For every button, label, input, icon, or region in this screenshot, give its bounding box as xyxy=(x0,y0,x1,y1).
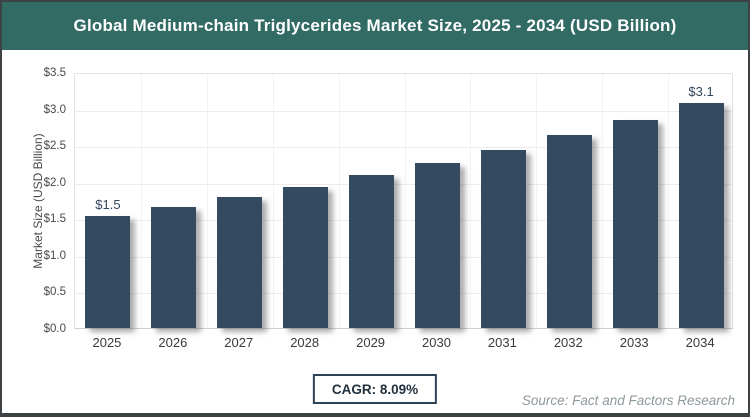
bar-2029 xyxy=(349,175,395,328)
chart-title: Global Medium-chain Triglycerides Market… xyxy=(73,16,677,35)
bar-2030 xyxy=(414,162,460,328)
vertical-gridline xyxy=(206,74,208,328)
vertical-gridline xyxy=(404,74,406,328)
y-tick-label: $3.0 xyxy=(43,103,66,116)
horizontal-gridline xyxy=(75,220,732,222)
x-tick-label: 2028 xyxy=(290,335,320,350)
x-tick-label: 2026 xyxy=(158,335,188,350)
x-tick-label: 2033 xyxy=(619,335,649,350)
vertical-gridline xyxy=(602,74,604,328)
bar-2027 xyxy=(217,197,263,328)
bar-2033 xyxy=(612,119,658,328)
cagr-badge: CAGR: 8.09% xyxy=(312,374,438,404)
x-tick-label: 2029 xyxy=(356,335,386,350)
bar-2031 xyxy=(480,149,526,328)
bar-value-label: $3.1 xyxy=(688,83,714,99)
x-tick-label: 2030 xyxy=(422,335,451,350)
y-tick-label: $2.0 xyxy=(43,176,66,189)
vertical-gridline xyxy=(272,74,274,328)
x-tick-label: 2027 xyxy=(224,335,254,350)
horizontal-gridline xyxy=(75,183,732,185)
bar-2026 xyxy=(151,207,197,328)
y-tick-label: $2.5 xyxy=(43,140,66,153)
plot-area: $1.5 $3.1 xyxy=(74,73,733,329)
vertical-gridline xyxy=(668,74,670,328)
vertical-gridline xyxy=(470,74,472,328)
y-tick-label: $1.5 xyxy=(43,213,66,226)
y-tick-label: $0.0 xyxy=(43,323,66,335)
y-tick-label: $3.5 xyxy=(43,67,66,79)
vertical-gridline xyxy=(338,74,340,328)
x-tick-label: 2031 xyxy=(487,335,517,350)
vertical-gridline xyxy=(536,74,538,328)
x-tick-label: 2032 xyxy=(553,335,583,350)
y-tick-label: $1.0 xyxy=(43,249,66,262)
horizontal-gridline xyxy=(75,110,732,112)
x-tick-label: 2025 xyxy=(92,335,122,350)
bar-2028 xyxy=(283,186,329,328)
bar-value-label: $1.5 xyxy=(95,197,121,213)
horizontal-gridline xyxy=(75,293,732,295)
x-tick-label: 2034 xyxy=(685,335,715,350)
bar-2032 xyxy=(546,134,592,328)
horizontal-gridline xyxy=(75,147,732,149)
vertical-gridline xyxy=(140,74,142,328)
bar-2025 xyxy=(85,216,131,328)
source-text: Source: Fact and Factors Research xyxy=(521,393,735,408)
chart-title-bar: Global Medium-chain Triglycerides Market… xyxy=(2,2,748,50)
bar-2034 xyxy=(678,102,724,328)
y-tick-label: $0.5 xyxy=(43,286,66,299)
horizontal-gridline xyxy=(75,256,732,258)
x-axis-tick-labels: 2025 2026 2027 2028 2029 2030 2031 2032 2033 2034 xyxy=(74,335,733,350)
